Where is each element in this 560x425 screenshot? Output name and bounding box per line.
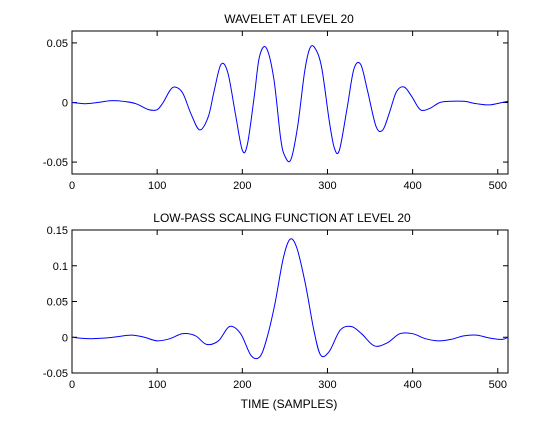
wavelet-axes: WAVELET AT LEVEL 20 0 100 200 300 400 500 -0.0… [43, 12, 509, 192]
wavelet-title: WAVELET AT LEVEL 20 [224, 12, 354, 26]
wavelet-y-tick-label: 0 [62, 98, 68, 110]
wavelet-x-tick-label: 300 [318, 180, 336, 192]
wavelet-x-tick-label: 100 [148, 180, 166, 192]
scaling-function-y-tick-label: -0.05 [43, 368, 68, 380]
scaling-function-axes: LOW-PASS SCALING FUNCTION AT LEVEL 20 0 1… [43, 211, 509, 411]
wavelet-x-tick-label: 400 [403, 180, 421, 192]
wavelet-y-tick-label: -0.05 [43, 157, 68, 169]
scaling-function-y-tick-label: 0.1 [53, 261, 68, 273]
scaling-function-x-tick-label: 400 [403, 379, 421, 391]
scaling-function-x-tick-label: 300 [318, 379, 336, 391]
wavelet-plot-frame [71, 30, 509, 175]
scaling-function-x-tick-label: 500 [489, 379, 507, 391]
scaling-function-y-tick-label: 0 [62, 332, 68, 344]
wavelet-series-line [71, 45, 509, 163]
wavelet-x-tick-label: 200 [233, 180, 251, 192]
scaling-function-y-tick-label: 0.15 [47, 225, 68, 237]
scaling-function-x-tick-label: 100 [148, 379, 166, 391]
scaling-function-plot-frame [71, 229, 509, 374]
scaling-function-title: LOW-PASS SCALING FUNCTION AT LEVEL 20 [153, 211, 411, 225]
scaling-function-x-tick-label: 0 [69, 379, 75, 391]
scaling-function-x-axis-label: TIME (SAMPLES) [241, 397, 338, 411]
scaling-function-series-line [71, 238, 509, 360]
wavelet-x-tick-label: 0 [69, 180, 75, 192]
scaling-function-y-tick-label: 0.05 [47, 297, 68, 309]
wavelet-x-tick-label: 500 [489, 180, 507, 192]
scaling-function-x-tick-label: 200 [233, 379, 251, 391]
wavelet-y-tick-label: 0.05 [47, 38, 68, 50]
